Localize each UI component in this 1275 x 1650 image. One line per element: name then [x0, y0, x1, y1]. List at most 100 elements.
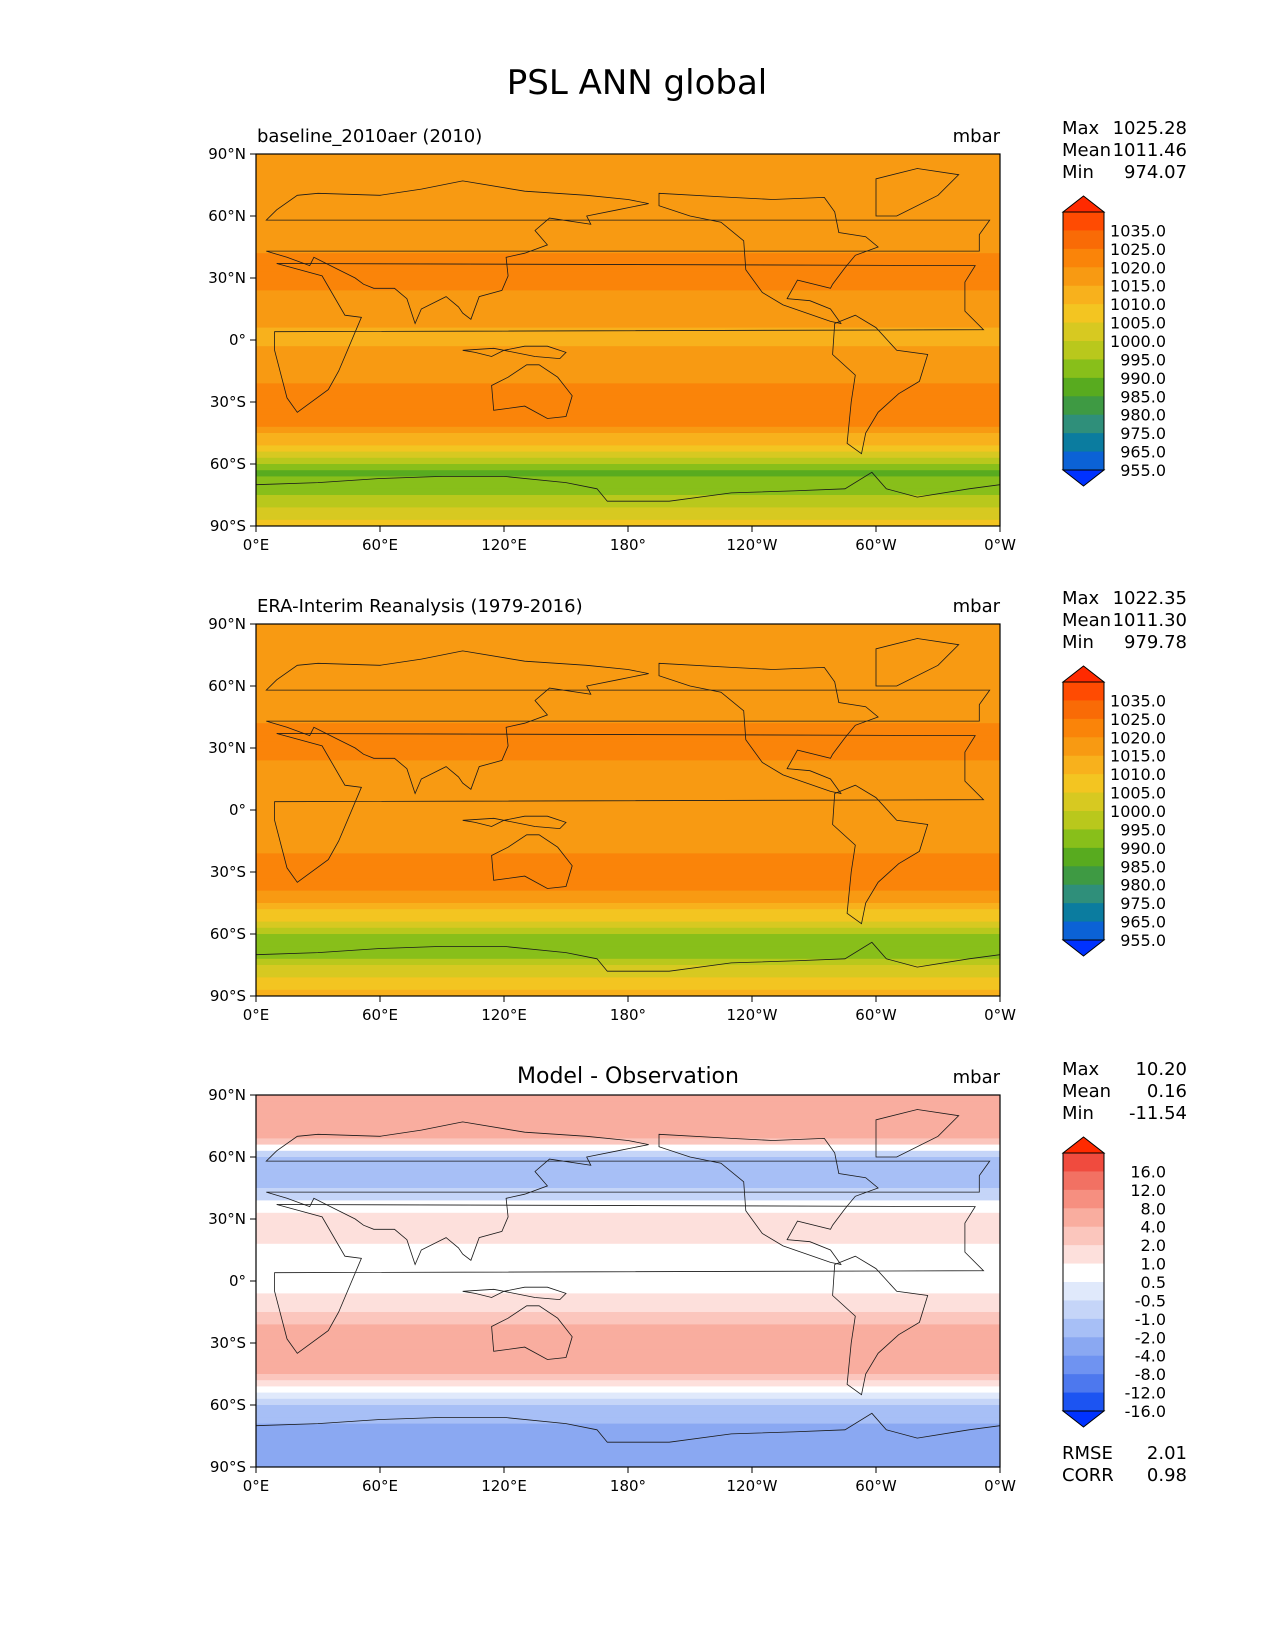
x-tick-label: 60°E [362, 1006, 398, 1024]
stat-label: Max [1062, 1059, 1100, 1080]
coastline [256, 471, 1000, 526]
colorbar-level-label: -12.0 [1125, 1384, 1166, 1403]
contour-band [256, 878, 1000, 885]
x-tick-label: 120°W [727, 1006, 778, 1024]
colorbar-level-label: 975.0 [1120, 424, 1166, 443]
contour-band [256, 921, 1000, 929]
colorbar-level-label: 1035.0 [1110, 691, 1166, 710]
contour-band [256, 1324, 1000, 1332]
colorbar-level-label: 1000.0 [1110, 332, 1166, 351]
stat-value: 10.20 [1135, 1059, 1187, 1080]
contour-band [256, 352, 1000, 360]
x-tick-label: 0°E [243, 536, 270, 554]
x-tick-label: 60°W [855, 1006, 897, 1024]
contour-band [256, 1150, 1000, 1158]
coastline [274, 263, 985, 413]
y-tick-label: 90°N [208, 1086, 246, 1104]
contour-band [256, 1349, 1000, 1356]
contour-band [256, 1119, 1000, 1127]
contour-band [256, 834, 1000, 842]
contour-band [256, 1101, 1000, 1108]
contour-band [256, 686, 1000, 693]
y-tick-label: 30°N [208, 1210, 246, 1228]
contour-band [256, 1448, 1000, 1456]
contour-field [256, 1095, 1000, 1467]
contour-band [256, 754, 1000, 761]
colorbar-level-label: 1020.0 [1110, 728, 1166, 747]
colorbar-level-label: 1015.0 [1110, 277, 1166, 296]
stat-value: 974.07 [1124, 162, 1187, 183]
contour-band [256, 1132, 1000, 1139]
colorbar-level-label: 990.0 [1120, 369, 1166, 388]
colorbar-level-label: -0.5 [1135, 1291, 1166, 1310]
x-tick-label: 0°W [984, 1006, 1016, 1024]
contour-band [256, 160, 1000, 167]
contour-band [256, 240, 1000, 248]
colorbar-level-label: 12.0 [1130, 1181, 1166, 1200]
contour-band [256, 977, 1000, 985]
contour-band [256, 1107, 1000, 1115]
contour-band [256, 1262, 1000, 1270]
colorbar-segment [1063, 212, 1104, 231]
contour-band [256, 265, 1000, 273]
contour-band [256, 1312, 1000, 1319]
contour-band [256, 216, 1000, 223]
contour-band [256, 1392, 1000, 1400]
contour-band [256, 853, 1000, 861]
contour-band [256, 340, 1000, 347]
coastline [462, 1286, 567, 1301]
colorbar-frame [1062, 1152, 1105, 1412]
contour-band [256, 661, 1000, 668]
coastline [462, 815, 567, 830]
contour-band [256, 679, 1000, 687]
contour-band [256, 1212, 1000, 1220]
contour-band [256, 1367, 1000, 1375]
contour-band [256, 209, 1000, 217]
contour-band [256, 810, 1000, 817]
colorbar-segment [1063, 774, 1104, 794]
coastline [875, 638, 960, 687]
colorbar-level-label: -2.0 [1135, 1328, 1166, 1347]
contour-band [256, 178, 1000, 186]
y-tick-label: 0° [229, 331, 246, 349]
y-tick-label: 60°N [208, 207, 246, 225]
colorbar-level-label: 985.0 [1120, 387, 1166, 406]
contour-band [256, 828, 1000, 836]
contour-band [256, 785, 1000, 792]
coastline [265, 180, 991, 325]
coastline [875, 1109, 960, 1158]
contour-band [256, 1398, 1000, 1406]
contour-band [256, 1343, 1000, 1350]
contour-band [256, 1126, 1000, 1133]
contour-band [256, 488, 1000, 496]
contour-band [256, 1411, 1000, 1418]
colorbar-segment [1063, 1171, 1104, 1191]
colorbar-level-label: 4.0 [1141, 1218, 1166, 1237]
panel-title: ERA-Interim Reanalysis (1979-2016) [257, 596, 583, 617]
contour-band [256, 903, 1000, 910]
colorbar-level-label: 990.0 [1120, 839, 1166, 858]
contour-band [256, 642, 1000, 650]
x-tick-label: 60°E [362, 536, 398, 554]
map-panel-1: baseline_2010aer (2010) mbar 0°E 60°E 120°E 1… [208, 118, 1187, 554]
colorbar-segment [1063, 737, 1104, 757]
contour-band [256, 420, 1000, 428]
colorbar-segment [1063, 1282, 1104, 1301]
panel-title: baseline_2010aer (2010) [257, 126, 482, 147]
contour-band [256, 934, 1000, 941]
colorbar-extend-max [1061, 665, 1106, 683]
contour-band [256, 377, 1000, 384]
colorbar-segment [1063, 248, 1104, 268]
y-tick-label: 0° [229, 1272, 246, 1290]
contour-band [256, 896, 1000, 904]
coastline [256, 941, 1000, 996]
contour-band [256, 197, 1000, 205]
contour-band [256, 445, 1000, 453]
colorbar-segment [1063, 1189, 1104, 1209]
stat-label: Min [1062, 632, 1094, 653]
x-tick-label: 60°E [362, 1477, 398, 1495]
contour-band [256, 624, 1000, 631]
contour-band [256, 290, 1000, 298]
contour-band [256, 464, 1000, 471]
